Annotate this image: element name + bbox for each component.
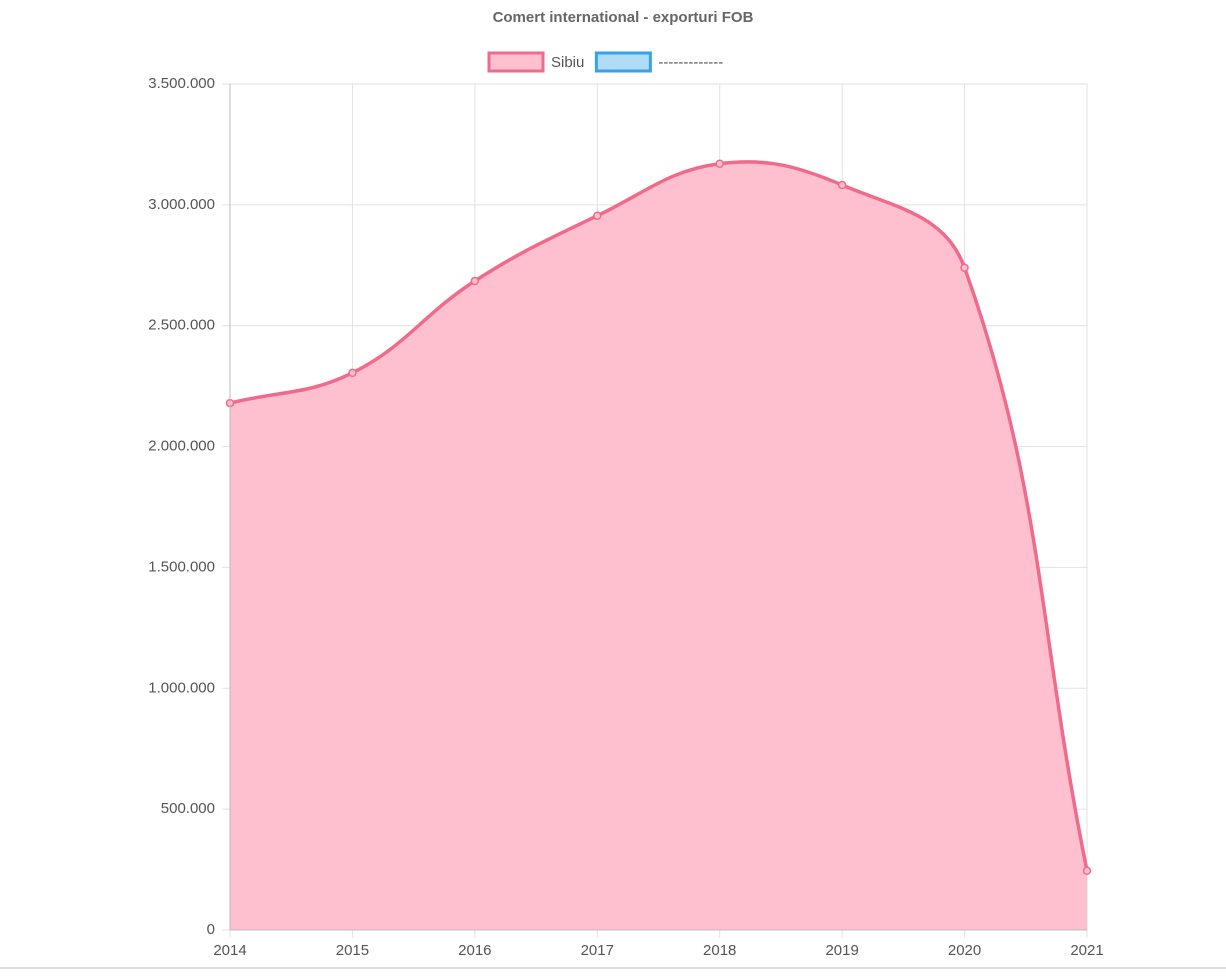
y-tick-label: 1.500.000 (148, 558, 215, 575)
point (593, 211, 602, 220)
point (960, 263, 969, 272)
y-tick-label: 1.000.000 (148, 679, 215, 696)
x-tick-label: 2021 (1070, 942, 1103, 959)
x-tick-label: 2018 (703, 942, 736, 959)
y-tick-label: 2.000.000 (148, 438, 215, 455)
legend-swatch (487, 51, 545, 73)
y-tick-label: 2.500.000 (148, 317, 215, 334)
point (348, 368, 357, 378)
y-tick-label: 500.000 (161, 800, 215, 817)
x-tick-label: 2015 (336, 942, 369, 959)
point (837, 180, 847, 190)
x-tick-label: 2016 (458, 942, 491, 959)
x-tick-label: 2017 (581, 942, 614, 959)
y-tick-label: 3.500.000 (148, 75, 215, 92)
point (470, 276, 480, 286)
legend-label: ------------- (658, 54, 723, 71)
y-tick-label: 0 (207, 921, 215, 938)
legend-label: Sibiu (551, 54, 584, 71)
point (1082, 866, 1092, 876)
point (715, 159, 724, 169)
area (230, 161, 1087, 931)
x-tick-label: 2019 (825, 942, 858, 959)
x-tick-label: 2020 (948, 942, 981, 959)
legend-swatch (594, 51, 652, 73)
x-tick-label: 2014 (213, 942, 246, 959)
chart-title: Comert international - exporturi FOB (493, 9, 754, 26)
y-tick-label: 3.000.000 (148, 196, 215, 213)
